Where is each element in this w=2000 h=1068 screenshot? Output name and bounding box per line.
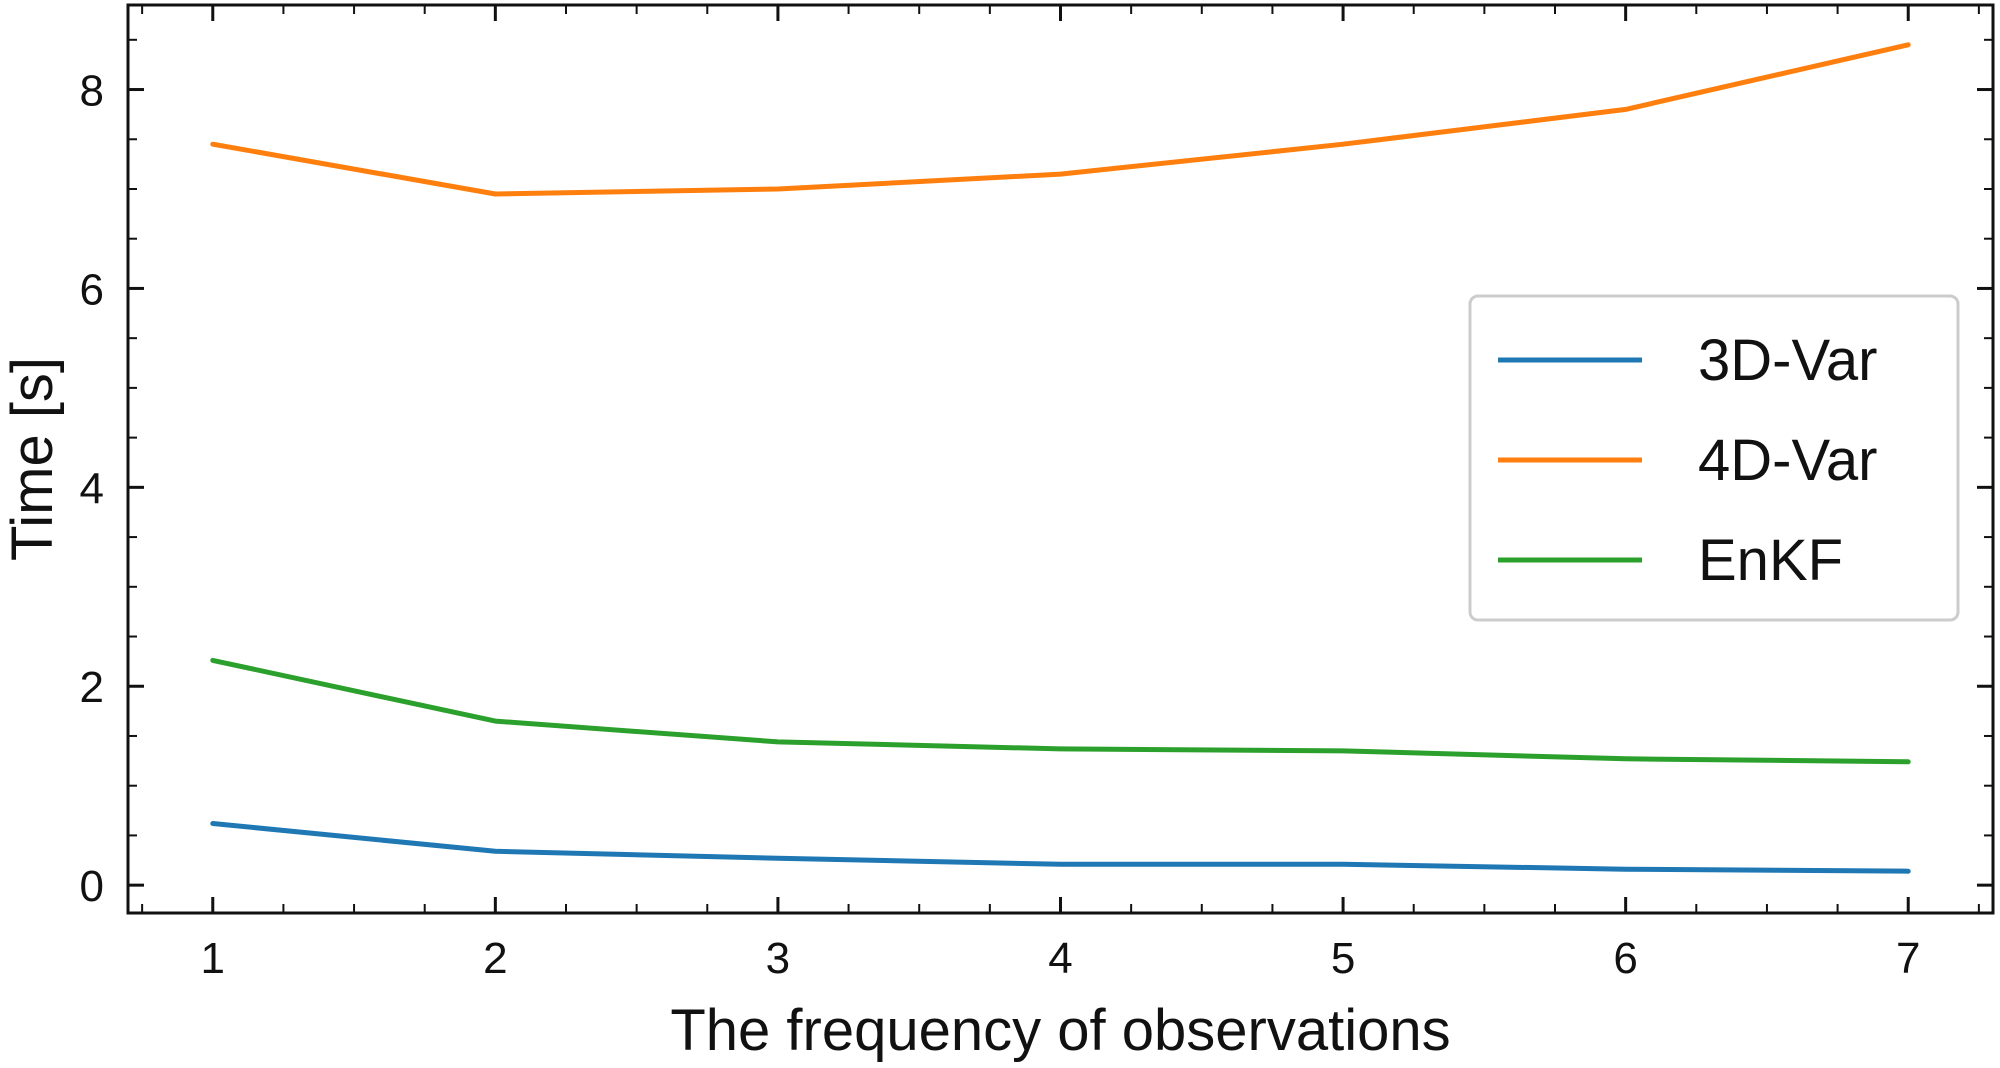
y-tick-label: 8 (80, 67, 104, 116)
y-tick-label: 0 (80, 862, 104, 911)
legend-label-enkf: EnKF (1698, 528, 1843, 593)
x-tick-label: 4 (1048, 934, 1072, 983)
legend-label-3d-var: 3D-Var (1698, 328, 1877, 393)
series-lines (210, 42, 1911, 874)
x-tick-label: 1 (201, 934, 225, 983)
x-tick-label: 3 (766, 934, 790, 983)
y-axis-label: Time [s] (0, 357, 65, 561)
series-line-enkf (210, 657, 1911, 765)
x-tick-label: 6 (1613, 934, 1637, 983)
y-tick-label: 2 (80, 663, 104, 712)
x-tick-label: 2 (483, 934, 507, 983)
series-line-4d-var (210, 42, 1911, 197)
plot-frame (126, 3, 1995, 915)
legend: 3D-Var 4D-Var EnKF (1468, 294, 1960, 622)
legend-box (1468, 294, 1960, 622)
tick-labels: 1 2 3 4 5 6 7 0 2 4 6 8 (80, 67, 1921, 983)
y-tick-label: 6 (80, 265, 104, 314)
x-axis-label: The frequency of observations (670, 998, 1450, 1063)
legend-label-4d-var: 4D-Var (1698, 428, 1877, 493)
y-tick-label: 4 (80, 464, 104, 513)
x-tick-label: 5 (1331, 934, 1355, 983)
series-line-3d-var (210, 821, 1911, 874)
x-tick-label: 7 (1896, 934, 1920, 983)
